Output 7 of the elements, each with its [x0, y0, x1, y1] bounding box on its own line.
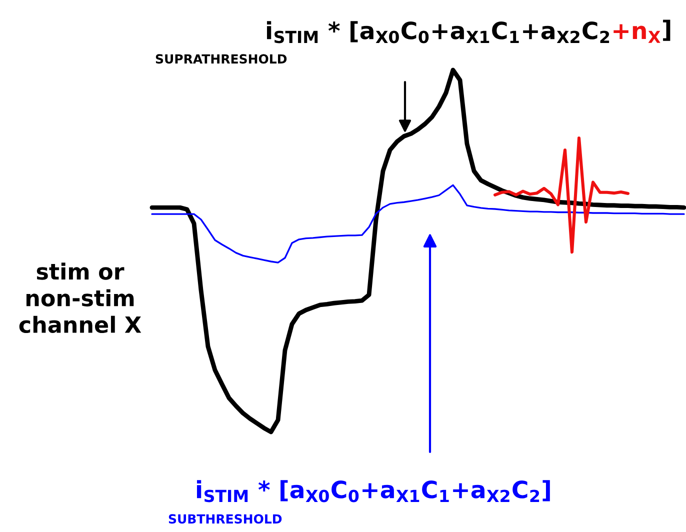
- text: stim or non-stim channel X: [19, 262, 142, 334]
- text: i$_{STIM}$ * [a$_{X0}$C$_{0}$+a$_{X1}$C$_{1}$+a$_{X2}$C$_{2}$: [266, 21, 610, 44]
- text: ]: [663, 20, 670, 41]
- text: i$_{STIM}$ * [a$_{X0}$C$_{0}$+a$_{X1}$C$_{1}$+a$_{X2}$C$_{2}$]: [196, 480, 550, 502]
- text: +n$_{X}$: [614, 24, 660, 43]
- text: SUBTHRESHOLD: [168, 514, 282, 524]
- text: SUPRATHRESHOLD: [156, 54, 287, 64]
